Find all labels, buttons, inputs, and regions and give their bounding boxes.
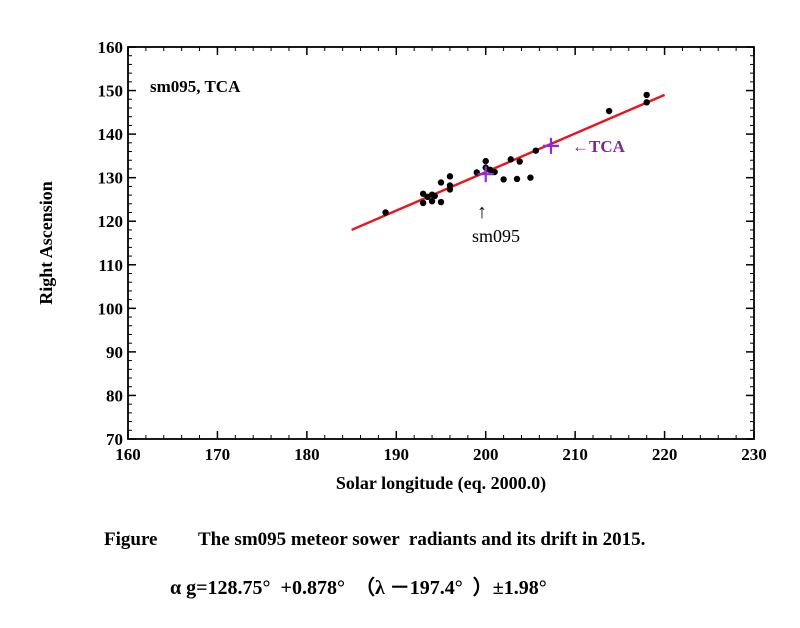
sm095-label: sm095 <box>472 226 520 246</box>
sm095-arrow: ↑ <box>477 201 487 223</box>
caption-text: The sm095 meteor sower radiants and its … <box>198 529 646 550</box>
data-point <box>482 157 489 165</box>
y-tick-label: 90 <box>106 343 123 362</box>
data-point <box>507 156 514 163</box>
marker-sm095 <box>477 166 494 183</box>
chart-title: sm095, TCA <box>150 77 241 96</box>
y-tick-label: 70 <box>106 430 123 449</box>
figure-caption: Figure The sm095 meteor sower radiants an… <box>104 529 645 551</box>
y-tick-label: 140 <box>98 125 124 144</box>
y-tick-label: 150 <box>98 82 124 101</box>
drift-formula: α g=128.75° +0.878° （λ －197.4° ）±1.98° <box>170 577 547 599</box>
caption-label: Figure <box>104 529 158 550</box>
x-tick-label: 230 <box>741 445 767 464</box>
data-point <box>532 147 539 154</box>
y-tick-label: 100 <box>98 299 124 318</box>
data-point <box>605 107 613 115</box>
y-tick-label: 130 <box>98 169 124 188</box>
y-tick-label: 80 <box>106 386 123 405</box>
y-axis-title: Right Ascension <box>36 181 56 305</box>
data-point <box>527 174 534 181</box>
axis-tick-labels: 160 170 180 190 200 210 220 230 70 80 90 100 110 120 1… <box>98 38 767 464</box>
y-tick-label: 160 <box>98 38 124 57</box>
plot-frame <box>127 46 755 440</box>
y-tick-label: 110 <box>98 256 123 275</box>
marker-tca <box>542 137 559 154</box>
data-point <box>382 209 389 216</box>
data-point <box>437 179 445 186</box>
data-point <box>446 173 454 180</box>
fit-line-layer <box>351 93 666 232</box>
markers-layer <box>477 137 559 183</box>
data-points <box>382 91 650 216</box>
data-point <box>419 190 427 197</box>
data-point <box>516 158 523 165</box>
data-point <box>419 199 427 207</box>
chart-svg: 160 170 180 190 200 210 220 230 70 80 90 100 110 120 1… <box>36 38 767 494</box>
data-point <box>431 192 438 200</box>
y-tick-label: 120 <box>98 212 124 231</box>
fit-line <box>351 93 666 232</box>
axis-ticks <box>127 46 755 440</box>
x-tick-label: 220 <box>652 445 678 464</box>
x-axis-title: Solar longitude (eq. 2000.0) <box>336 473 546 494</box>
x-tick-label: 180 <box>294 445 320 464</box>
data-point <box>500 176 507 183</box>
x-tick-label: 160 <box>115 445 141 464</box>
x-tick-label: 210 <box>562 445 588 464</box>
x-tick-label: 190 <box>384 445 410 464</box>
data-point <box>513 175 521 183</box>
data-point <box>643 99 650 106</box>
data-point <box>437 198 445 206</box>
x-tick-label: 170 <box>205 445 231 464</box>
data-point <box>643 91 650 99</box>
tca-label: ←TCA <box>572 137 626 156</box>
data-point <box>428 197 436 205</box>
x-tick-label: 200 <box>473 445 499 464</box>
data-point <box>446 186 454 193</box>
